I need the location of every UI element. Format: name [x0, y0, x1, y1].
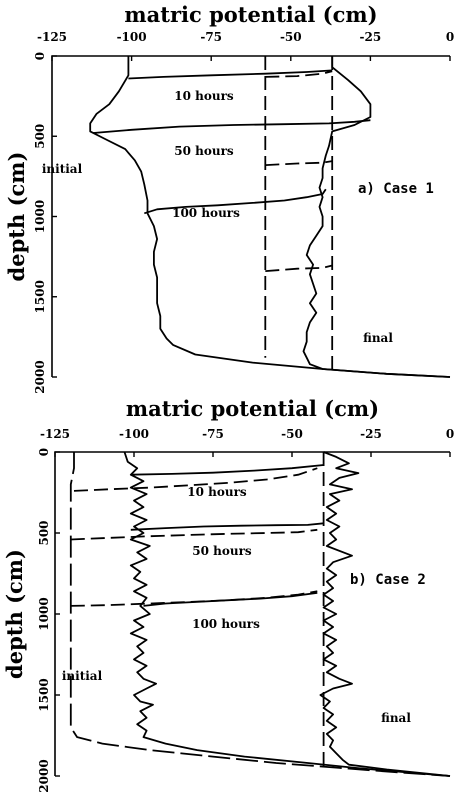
- series-100-hours: [144, 188, 327, 215]
- y-tick-label: 500: [33, 124, 47, 149]
- x-tick-label: -125: [37, 30, 67, 44]
- x-tick-label: -50: [280, 30, 302, 44]
- annotation-initial: initial: [42, 162, 83, 176]
- series-dashed-3: [265, 70, 333, 78]
- x-tick-label: -75: [200, 30, 222, 44]
- series-final: [302, 56, 451, 378]
- x-tick-label: -75: [202, 427, 224, 441]
- annotation-50-hours: 50 hours: [192, 544, 252, 558]
- annotation-initial: initial: [62, 669, 103, 683]
- y-tick-label: 1500: [37, 678, 51, 711]
- series-dashed-4: [70, 528, 318, 541]
- x-tick-label: -50: [281, 427, 303, 441]
- chart-panel-1: matric potential (cm) -125 -100 -75 -50 -25 0 d…: [4, 2, 454, 394]
- series-50-hours: [130, 522, 324, 531]
- y-tick-label: 500: [37, 520, 51, 545]
- series-dashed-5: [265, 264, 333, 272]
- annotation-final: final: [363, 331, 393, 345]
- annotation-final: final: [381, 711, 411, 725]
- y-tick-label: 0: [33, 52, 47, 60]
- panel-label: a) Case 1: [358, 181, 434, 197]
- series-dashed-initial: [69, 452, 451, 777]
- series-dashed-4: [265, 160, 333, 166]
- y-axis-title: depth (cm): [4, 152, 29, 282]
- axes-frame: [51, 55, 450, 377]
- y-tick-label: 1500: [33, 280, 47, 313]
- y-tick-label: 2000: [33, 360, 47, 393]
- y-tick-label: 0: [37, 448, 51, 456]
- chart-panel-2: matric potential (cm) -125 -100 -75 -50 -25 0 d…: [2, 396, 454, 792]
- panel-label: b) Case 2: [350, 572, 426, 588]
- series-initial: [89, 56, 451, 378]
- y-axis-title: depth (cm): [2, 549, 27, 679]
- x-axis-title: matric potential (cm): [124, 2, 377, 27]
- annotation-100-hours: 100 hours: [192, 617, 260, 631]
- x-tick-label: -25: [360, 427, 382, 441]
- y-tick-label: 1000: [33, 200, 47, 233]
- x-tick-label: -100: [117, 30, 147, 44]
- series-100-hours: [143, 592, 318, 607]
- series-initial: [123, 451, 451, 777]
- series-10-hours: [128, 69, 333, 80]
- x-tick-label: -100: [119, 427, 149, 441]
- series-dashed-5: [70, 590, 318, 607]
- y-tick-label: 1000: [37, 597, 51, 630]
- x-tick-label: 0: [446, 30, 454, 44]
- annotation-50-hours: 50 hours: [174, 144, 234, 158]
- series-10-hours: [130, 464, 324, 476]
- series-50-hours: [93, 119, 371, 134]
- x-tick-label: -25: [360, 30, 382, 44]
- series-dashed-3: [73, 467, 318, 492]
- annotation-100-hours: 100 hours: [172, 206, 240, 220]
- x-tick-label: -125: [40, 427, 70, 441]
- y-tick-label: 2000: [37, 759, 51, 792]
- x-tick-label: 0: [446, 427, 454, 441]
- series-final: [319, 451, 451, 777]
- annotation-10-hours: 10 hours: [174, 89, 234, 103]
- x-axis-title: matric potential (cm): [126, 396, 379, 421]
- axes-frame: [54, 451, 450, 776]
- annotation-10-hours: 10 hours: [187, 485, 247, 499]
